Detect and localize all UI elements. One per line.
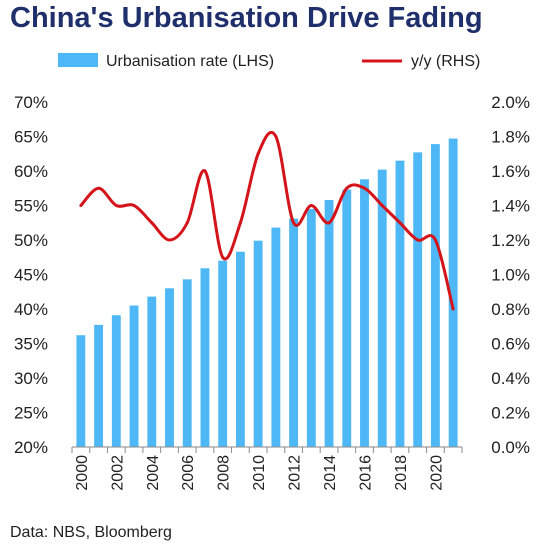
point-yoy-2007: [203, 169, 207, 173]
left-tick-label: 55%: [14, 197, 48, 216]
point-yoy-2019: [416, 238, 420, 242]
bar-2001: [94, 324, 104, 447]
bar-2020: [430, 144, 440, 447]
line-yoy: [79, 130, 455, 310]
point-yoy-2003: [132, 204, 136, 207]
point-yoy-2011: [274, 135, 278, 138]
x-tick-label: 2008: [216, 455, 233, 491]
x-tick-label: 2010: [251, 455, 268, 491]
left-tick-label: 50%: [14, 231, 48, 250]
left-tick-label: 60%: [14, 162, 48, 181]
bar-2015: [342, 189, 352, 447]
point-yoy-2015: [345, 186, 349, 190]
right-tick-label: 1.4%: [491, 197, 530, 216]
bar-2017: [377, 169, 387, 447]
x-tick-label: 2018: [393, 455, 410, 491]
x-tick-label: 2012: [287, 455, 304, 491]
point-yoy-2006: [185, 221, 189, 225]
left-tick-label: 45%: [14, 266, 48, 285]
bar-2008: [218, 260, 228, 447]
right-tick-label: 0.0%: [491, 438, 530, 457]
point-yoy-2013: [309, 204, 313, 207]
bar-2010: [253, 240, 263, 447]
right-tick-label: 2.0%: [491, 93, 530, 112]
bar-2009: [235, 251, 245, 447]
point-yoy-2016: [363, 186, 366, 190]
right-tick-label: 1.6%: [491, 162, 530, 181]
bar-2013: [306, 208, 316, 447]
x-tick-label: 2014: [322, 455, 339, 491]
bar-2005: [165, 288, 174, 447]
point-yoy-2001: [97, 186, 101, 190]
x-tick-label: 2002: [109, 455, 126, 491]
left-tick-label: 25%: [14, 404, 48, 423]
point-yoy-2017: [380, 204, 384, 207]
point-yoy-2009: [238, 221, 242, 225]
bar-2011: [271, 227, 281, 447]
x-tick-label: 2000: [74, 455, 91, 491]
right-tick-label: 1.0%: [491, 266, 530, 285]
left-tick-label: 70%: [14, 93, 48, 112]
point-yoy-2018: [398, 221, 402, 225]
bar-2018: [395, 160, 405, 447]
point-yoy-2021: [451, 307, 455, 311]
left-tick-label: 20%: [14, 438, 48, 457]
bar-2004: [147, 296, 157, 447]
bar-2012: [289, 218, 299, 447]
chart-title: China's Urbanisation Drive Fading: [10, 2, 483, 34]
left-tick-label: 30%: [14, 369, 48, 388]
right-tick-label: 1.2%: [491, 231, 530, 250]
point-yoy-2002: [114, 204, 118, 207]
point-yoy-2014: [327, 221, 331, 225]
left-tick-label: 65%: [14, 128, 48, 147]
x-tick-label: 2006: [180, 455, 197, 491]
bar-2014: [324, 199, 334, 447]
point-yoy-2010: [256, 152, 260, 156]
bar-2002: [111, 315, 121, 447]
plot-area: Urbanisation rate (LHS) y/y (RHS) 2000 2002…: [14, 53, 530, 491]
point-yoy-2020: [433, 238, 437, 242]
bar-2021: [448, 138, 458, 447]
x-tick-label: 2004: [145, 455, 162, 491]
bar-2003: [129, 305, 139, 447]
right-tick-label: 0.2%: [491, 404, 530, 423]
bar-2006: [182, 279, 192, 447]
bar-2019: [413, 152, 423, 447]
right-tick-label: 0.8%: [491, 300, 530, 319]
point-yoy-2005: [168, 238, 171, 242]
bar-2016: [360, 179, 369, 447]
right-tick-label: 0.6%: [491, 335, 530, 354]
point-yoy-2000: [79, 204, 83, 207]
point-yoy-2004: [150, 221, 154, 225]
left-tick-label: 40%: [14, 300, 48, 319]
legend-swatch-urbanisation: [58, 53, 98, 67]
right-tick-label: 1.8%: [491, 128, 530, 147]
legend-label-urbanisation: Urbanisation rate (LHS): [106, 53, 274, 70]
x-tick-label: 2016: [358, 455, 375, 491]
right-tick-label: 0.4%: [491, 369, 530, 388]
x-tick-label: 2020: [428, 455, 445, 491]
bar-2007: [200, 268, 210, 447]
point-yoy-2008: [221, 255, 225, 259]
legend-label-yoy: y/y (RHS): [411, 53, 480, 70]
bar-2000: [76, 335, 86, 447]
point-yoy-2012: [292, 221, 296, 225]
chart-source: Data: NBS, Bloomberg: [10, 524, 172, 541]
left-tick-label: 35%: [14, 335, 48, 354]
